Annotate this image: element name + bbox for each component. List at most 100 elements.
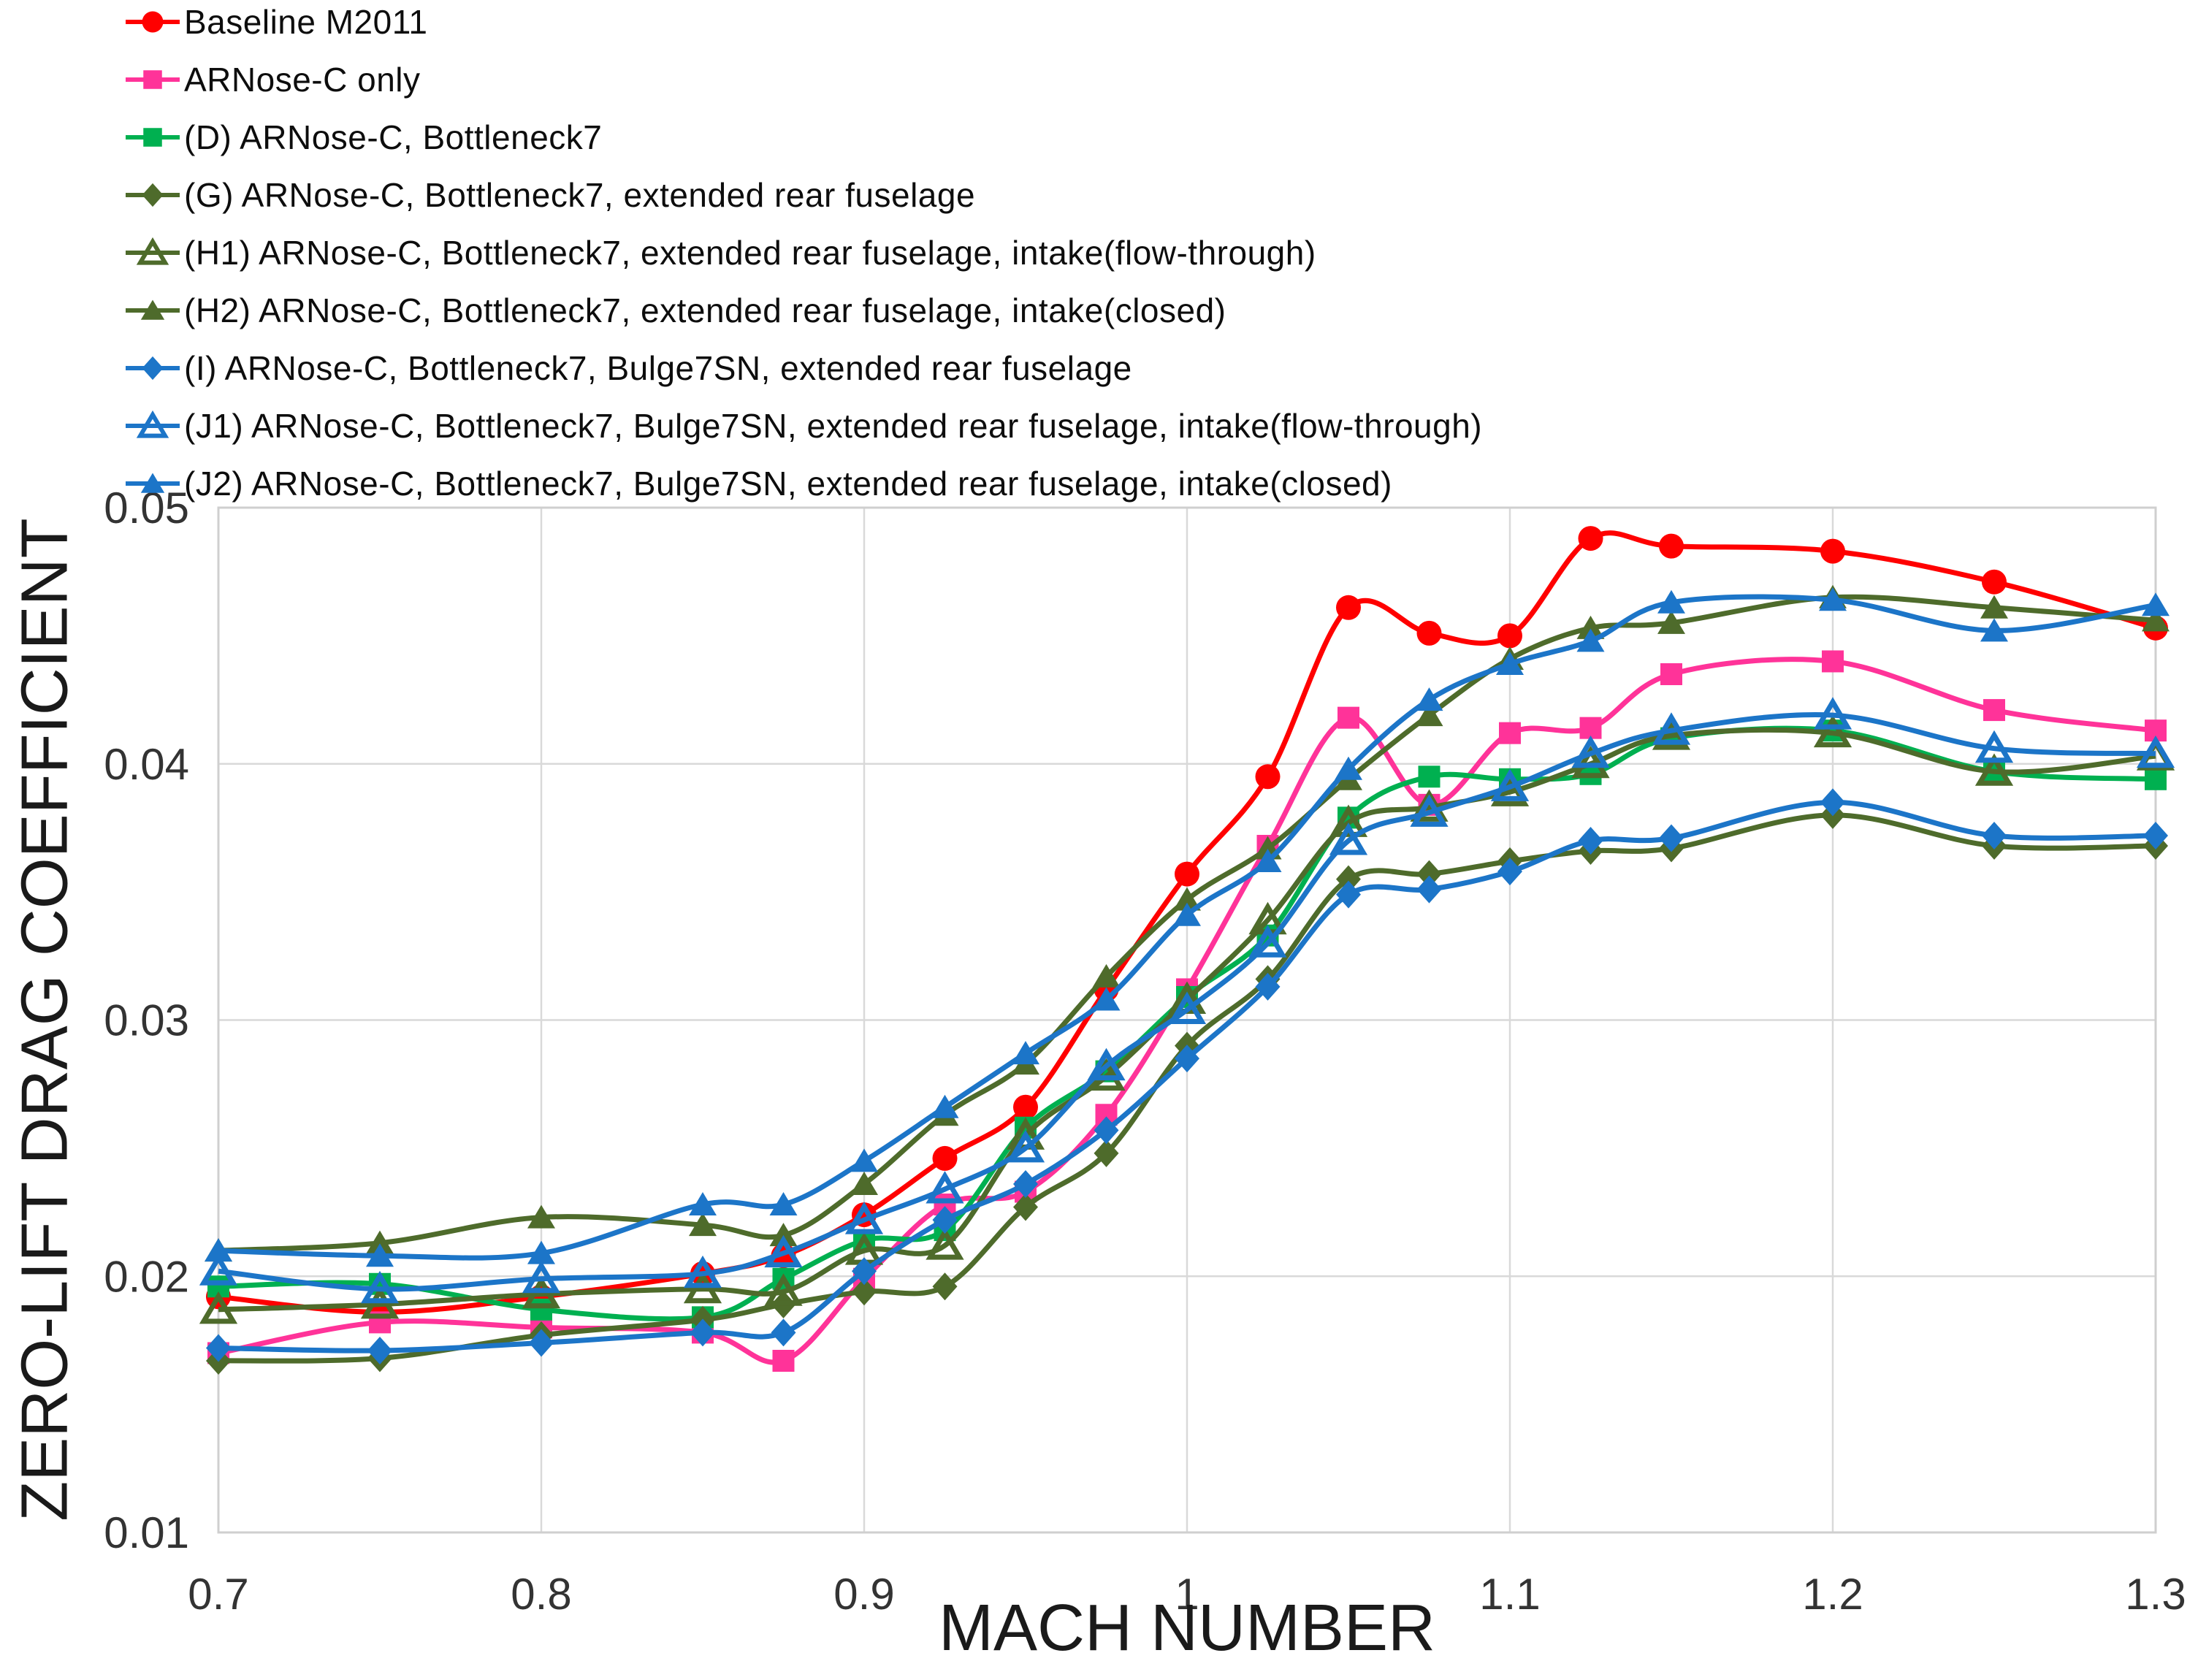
- diamond-marker-icon: [1094, 1116, 1119, 1145]
- circle-marker-icon: [1416, 620, 1442, 646]
- circle-marker-icon: [1820, 538, 1845, 564]
- y-axis-tick-labels: 0.010.020.030.040.05: [104, 484, 189, 1557]
- open-triangle-marker-icon: [683, 1270, 722, 1304]
- triangle-marker-icon: [1253, 849, 1282, 873]
- x-axis-tick-labels: 0.7 0.8 0.9 1 1.1 1.2 1.3: [188, 1570, 2186, 1619]
- triangle-marker-icon: [205, 1238, 232, 1262]
- triangle-marker-icon: [850, 1171, 878, 1195]
- series-6: [206, 788, 2168, 1364]
- x-tick-label: 1.1: [1479, 1570, 1540, 1619]
- diamond-marker-icon: [1659, 824, 1684, 852]
- circle-marker-icon: [1175, 861, 1199, 887]
- open-triangle-marker-icon: [764, 1273, 803, 1306]
- diamond-marker-icon: [1013, 1193, 1038, 1221]
- triangle-marker-icon: [366, 1243, 394, 1267]
- legend-item: (H2) ARNose-C, Bottleneck7, extended rea…: [123, 291, 1482, 329]
- triangle-marker-icon: [689, 1192, 717, 1216]
- x-tick-label: 1.3: [2125, 1570, 2186, 1619]
- y-tick-label: 0.04: [104, 740, 189, 789]
- open-triangle-marker-icon: [926, 1227, 964, 1260]
- series-line: [218, 657, 2156, 1365]
- open-triangle-marker-icon: [1087, 1047, 1126, 1081]
- open-triangle-marker-icon: [522, 1275, 561, 1309]
- y-tick-label: 0.02: [104, 1252, 189, 1301]
- open-triangle-marker-icon: [2136, 735, 2175, 768]
- diamond-marker-icon: [852, 1278, 877, 1306]
- diamond-marker-icon: [206, 1334, 231, 1362]
- diamond-marker-icon: [142, 183, 164, 207]
- legend-label: Baseline M2011: [184, 2, 428, 41]
- triangle-marker-icon: [140, 299, 165, 320]
- legend-marker-icon: [126, 69, 180, 89]
- open-triangle-marker-icon: [1167, 991, 1207, 1024]
- open-triangle-marker-icon: [844, 1202, 884, 1234]
- gridlines: [217, 506, 2157, 1534]
- circle-marker-icon: [1255, 764, 1281, 790]
- diamond-marker-icon: [1982, 821, 2007, 849]
- open-triangle-marker-icon: [1571, 735, 1610, 768]
- circle-marker-icon: [1336, 595, 1361, 620]
- x-tick-label: 0.9: [833, 1570, 894, 1619]
- diamond-marker-icon: [1175, 1045, 1199, 1073]
- open-triangle-marker-icon: [1006, 1129, 1045, 1163]
- square-marker-icon: [530, 1298, 552, 1321]
- triangle-marker-icon: [1980, 595, 2008, 619]
- legend-item: (G) ARNose-C, Bottleneck7, extended rear…: [123, 175, 1482, 214]
- triangle-marker-icon: [1173, 902, 1201, 926]
- open-triangle-marker-icon: [199, 1253, 238, 1286]
- open-triangle-marker-icon: [136, 410, 169, 438]
- open-triangle-marker-icon: [199, 1291, 238, 1324]
- triangle-marker-icon: [1012, 1041, 1039, 1065]
- legend-label: (H1) ARNose-C, Bottleneck7, extended rea…: [184, 233, 1316, 272]
- square-marker-icon: [2145, 768, 2167, 790]
- triangle-marker-icon: [1092, 987, 1121, 1011]
- circle-marker-icon: [932, 1145, 958, 1171]
- open-triangle-marker-icon: [360, 1286, 400, 1319]
- diamond-marker-icon: [1255, 972, 1281, 1001]
- diamond-marker-icon: [142, 356, 164, 380]
- circle-marker-icon: [1982, 569, 2007, 595]
- open-triangle-marker-icon: [683, 1255, 722, 1288]
- y-tick-label: 0.03: [104, 996, 189, 1045]
- triangle-marker-icon: [366, 1230, 394, 1254]
- triangle-marker-icon: [1415, 703, 1443, 727]
- open-triangle-marker-icon: [1410, 794, 1449, 827]
- square-marker-icon: [143, 127, 162, 147]
- triangle-marker-icon: [1576, 615, 1605, 639]
- chart-legend: Baseline M2011 ARNose-C only (D) ARNose-C,…: [123, 2, 1482, 524]
- triangle-marker-icon: [1980, 618, 2008, 642]
- open-triangle-marker-icon: [1490, 768, 1530, 801]
- square-marker-icon: [1660, 663, 1682, 685]
- triangle-marker-icon: [931, 1094, 959, 1118]
- diamond-marker-icon: [1416, 860, 1442, 888]
- legend-marker-icon: [126, 356, 180, 380]
- series-7: [199, 697, 2175, 1304]
- open-triangle-marker-icon: [1248, 925, 1287, 958]
- legend-item: ARNose-C only: [123, 60, 1482, 99]
- triangle-marker-icon: [2142, 608, 2170, 632]
- legend-marker-icon: [126, 473, 180, 493]
- triangle-marker-icon: [1415, 687, 1443, 711]
- diamond-marker-icon: [1336, 880, 1361, 909]
- open-triangle-marker-icon: [1813, 714, 1852, 748]
- x-axis-title: MACH NUMBER: [938, 1592, 1435, 1665]
- diamond-marker-icon: [771, 1318, 796, 1347]
- open-triangle-marker-icon: [1974, 730, 2014, 763]
- legend-item: (H1) ARNose-C, Bottleneck7, extended rea…: [123, 233, 1482, 272]
- diamond-marker-icon: [852, 1257, 877, 1286]
- square-marker-icon: [1499, 722, 1521, 744]
- legend-label: (G) ARNose-C, Bottleneck7, extended rear…: [184, 175, 976, 214]
- circle-marker-icon: [1578, 526, 1603, 551]
- circle-marker-icon: [1013, 1094, 1038, 1120]
- triangle-marker-icon: [527, 1240, 555, 1264]
- x-tick-label: 1.2: [1802, 1570, 1863, 1619]
- legend-item: (J1) ARNose-C, Bottleneck7, Bulge7SN, ex…: [123, 407, 1482, 445]
- triangle-marker-icon: [1092, 963, 1121, 988]
- triangle-marker-icon: [769, 1223, 798, 1247]
- diamond-marker-icon: [1820, 788, 1845, 817]
- legend-label: ARNose-C only: [184, 60, 421, 99]
- triangle-marker-icon: [1173, 887, 1201, 911]
- legend-marker-icon: [126, 410, 180, 438]
- legend-item: (D) ARNose-C, Bottleneck7: [123, 118, 1482, 156]
